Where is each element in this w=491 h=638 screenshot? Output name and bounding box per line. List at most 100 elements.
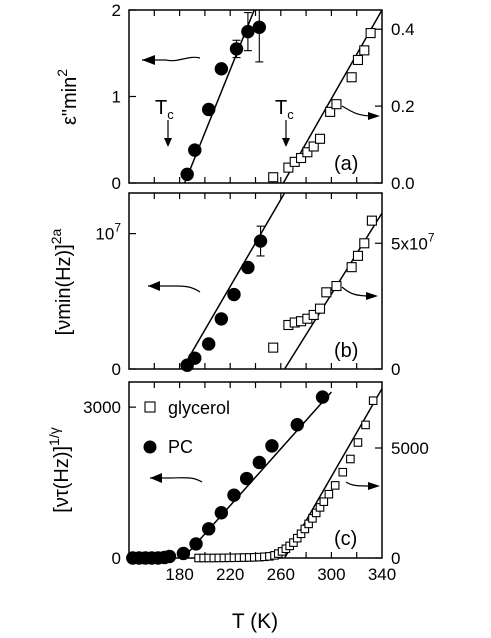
panel-c-pc-point: [239, 471, 254, 486]
panel-a-tc2-arrowhead: [282, 138, 290, 147]
x-tick-label: 260: [267, 565, 295, 584]
panel-b-left-tick-label: 107: [95, 221, 121, 244]
panel-b-glycerol-point: [346, 262, 357, 273]
panel-c-pc-point: [290, 418, 304, 432]
panel-b-left-axis-arrowhead: [148, 281, 160, 291]
panel-b-glycerol-point: [268, 342, 279, 353]
panel-c-left-axis-arrowhead: [150, 473, 162, 483]
panel-a-right-tick-label: 0.4: [391, 20, 415, 39]
panel-b-fit-line: [181, 192, 286, 370]
panel-a-pc-point: [229, 42, 244, 56]
x-tick-label: 220: [216, 565, 244, 584]
panel-b: 0 107 0 5x107 (b) [νmin(Hz)]2a: [48, 192, 435, 379]
panel-b-right-axis-arrow: [341, 286, 371, 297]
panel-c-arrows: [150, 473, 380, 490]
panel-c-legend: glycerol PC: [143, 398, 230, 457]
panel-a-left-tick-label: 1: [112, 88, 121, 107]
panel-c-pc-point: [227, 488, 241, 502]
panel-c-pc-point: [265, 439, 279, 453]
panel-b-right-axis-arrowhead: [366, 292, 378, 300]
panel-a-glycerol-point: [268, 172, 279, 183]
panel-a-tag: (a): [334, 153, 358, 175]
panel-c-glycerol-point: [368, 396, 378, 406]
panel-a-arrows: [142, 55, 380, 147]
panel-a: 0 1 2 0.0 0.2 0.4 Tc Tc (a) ε"min2: [54, 1, 415, 193]
panel-a-pc-point: [241, 24, 255, 39]
panel-c-tag: (c): [334, 528, 357, 550]
panel-a-glycerol-point: [346, 72, 357, 83]
panel-c-glycerol-point: [319, 497, 329, 506]
panel-c-glycerol-point: [338, 467, 348, 477]
panel-a-pc-point: [201, 102, 216, 117]
panel-c-pc-point: [214, 506, 229, 520]
panel-c-ylabel: [ντ(Hz)]1/γ: [46, 427, 73, 512]
panel-b-glycerol-point: [321, 287, 332, 298]
x-tick-label: 340: [368, 565, 396, 584]
x-tick-label: 180: [165, 565, 193, 584]
panel-a-right-axis-arrow: [341, 105, 373, 117]
panel-a-right-axis-arrowhead: [368, 112, 380, 120]
legend-glycerol-label: glycerol: [168, 398, 230, 418]
panel-a-ylabel: ε"min2: [54, 69, 81, 125]
panel-a-right-tick-label: 0.0: [391, 174, 415, 193]
legend-pc-marker: [143, 440, 157, 454]
panel-c-pc-point: [315, 390, 330, 404]
panel-b-pc-point: [201, 337, 216, 351]
panel-a-glycerol-point: [325, 106, 336, 117]
panel-c-right-ticks: 0 5000: [375, 439, 429, 568]
panel-b-right-tick-label: 5x107: [391, 230, 435, 253]
panel-b-arrows: [148, 281, 378, 300]
panel-b-ylabel: [νmin(Hz)]2a: [48, 228, 75, 335]
panel-b-right-ticks: 0 5x107: [375, 230, 435, 379]
panel-a-glycerol-point: [295, 152, 307, 164]
panel-c-pc-point: [162, 549, 177, 564]
panel-c-xticks: 180 220 260 300 340: [165, 565, 396, 584]
panel-a-left-tick-label: 2: [112, 1, 121, 20]
panel-b-pc-point: [227, 287, 241, 302]
panel-c-left-tick-label: 3000: [83, 398, 121, 417]
panel-c-right-tick-label: 0: [391, 549, 400, 568]
panel-a-glycerol-point: [314, 133, 326, 144]
panel-c-glycerol-point: [324, 489, 334, 499]
panel-a-glycerol-point: [283, 162, 294, 173]
panel-a-right-tick-label: 0.2: [391, 97, 415, 116]
panel-b-glycerol-point: [359, 238, 370, 249]
x-axis-label: T (K): [232, 610, 278, 633]
panel-b-glycerol-point: [352, 250, 364, 261]
panel-c-glycerol-point: [330, 481, 340, 490]
panel-a-glycerol-point: [365, 28, 376, 39]
panel-c-right-axis-arrowhead: [368, 482, 380, 490]
panel-c-points: [126, 390, 378, 565]
panel-a-glycerol-point: [308, 141, 319, 152]
panel-b-points: [180, 215, 377, 372]
panel-c-pc-point: [176, 546, 191, 561]
panel-a-points: [180, 20, 376, 183]
panel-b-left-tick-label: 0: [112, 360, 121, 379]
panel-b-glycerol-point: [314, 303, 326, 314]
panel-b-pc-point: [188, 351, 202, 365]
panel-b-pc-point: [241, 260, 255, 275]
panel-a-glycerol-point: [331, 99, 342, 110]
panel-b-tag: (b): [334, 340, 358, 362]
panel-b-glycerol-point: [366, 215, 377, 226]
panel-a-glycerol-point: [302, 147, 313, 158]
panel-a-tc-label-right: Tc: [275, 97, 294, 122]
panel-a-glycerol-point: [359, 45, 370, 56]
panel-b-glycerol-point: [308, 309, 319, 320]
panel-a-pc-point: [214, 62, 229, 76]
panel-b-pc-point: [214, 312, 229, 326]
panel-b-pc-point: [253, 234, 268, 248]
panel-a-tc-label-left: Tc: [155, 97, 174, 122]
panel-a-glycerol-point: [352, 54, 364, 66]
panel-c-left-tick-label: 0: [112, 549, 121, 568]
panel-a-right-ticks: 0.0 0.2 0.4: [375, 20, 415, 193]
panel-b-glycerol-point: [331, 280, 342, 292]
panel-c-pc-point: [252, 455, 266, 470]
legend-glycerol-marker: [144, 401, 156, 413]
x-tick-label: 300: [317, 565, 345, 584]
panel-a-tc1-arrowhead: [164, 138, 172, 147]
panel-a-pc-point: [188, 143, 202, 157]
panel-c-glycerol-point: [353, 438, 363, 447]
panel-a-left-ticks: 0 1 2: [112, 1, 358, 193]
